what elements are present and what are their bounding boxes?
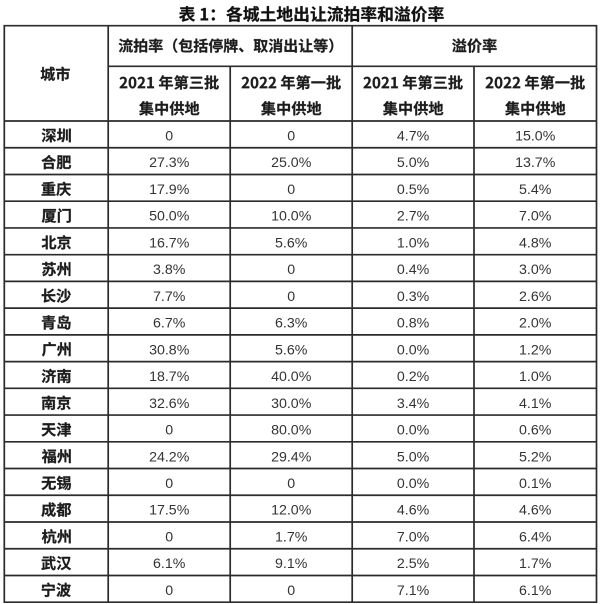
- svg-text:27.3%: 27.3%: [149, 155, 190, 171]
- svg-text:5.2%: 5.2%: [519, 449, 552, 465]
- svg-text:3.0%: 3.0%: [519, 262, 552, 278]
- svg-text:2.0%: 2.0%: [519, 316, 552, 332]
- svg-text:0: 0: [287, 583, 295, 599]
- svg-text:0: 0: [287, 289, 295, 305]
- svg-text:7.1%: 7.1%: [397, 583, 430, 599]
- svg-text:1.7%: 1.7%: [519, 556, 552, 572]
- svg-text:4.7%: 4.7%: [397, 128, 430, 144]
- svg-text:0.3%: 0.3%: [397, 289, 430, 305]
- svg-text:25.0%: 25.0%: [271, 155, 312, 171]
- svg-text:6.1%: 6.1%: [519, 583, 552, 599]
- svg-text:0: 0: [287, 262, 295, 278]
- svg-text:3.4%: 3.4%: [397, 396, 430, 412]
- svg-text:6.4%: 6.4%: [519, 529, 552, 545]
- svg-text:15.0%: 15.0%: [515, 128, 556, 144]
- svg-text:7.0%: 7.0%: [519, 209, 552, 225]
- svg-text:0.0%: 0.0%: [397, 423, 430, 439]
- svg-text:40.0%: 40.0%: [271, 369, 312, 385]
- svg-text:0: 0: [165, 583, 173, 599]
- svg-text:10.0%: 10.0%: [271, 209, 312, 225]
- svg-text:17.9%: 17.9%: [149, 182, 190, 198]
- svg-text:16.7%: 16.7%: [149, 235, 190, 251]
- svg-text:0.1%: 0.1%: [519, 476, 552, 492]
- svg-text:1.0%: 1.0%: [519, 369, 552, 385]
- svg-text:17.5%: 17.5%: [149, 503, 190, 519]
- svg-text:0.4%: 0.4%: [397, 262, 430, 278]
- svg-text:5.0%: 5.0%: [397, 449, 430, 465]
- svg-text:80.0%: 80.0%: [271, 423, 312, 439]
- svg-text:13.7%: 13.7%: [515, 155, 556, 171]
- svg-text:30.0%: 30.0%: [271, 396, 312, 412]
- svg-text:0.6%: 0.6%: [519, 423, 552, 439]
- svg-text:2.6%: 2.6%: [519, 289, 552, 305]
- svg-text:4.8%: 4.8%: [519, 235, 552, 251]
- svg-text:0.0%: 0.0%: [397, 342, 430, 358]
- svg-text:18.7%: 18.7%: [149, 369, 190, 385]
- svg-text:5.6%: 5.6%: [275, 235, 308, 251]
- svg-text:7.0%: 7.0%: [397, 529, 430, 545]
- svg-text:29.4%: 29.4%: [271, 449, 312, 465]
- svg-text:5.6%: 5.6%: [275, 342, 308, 358]
- svg-text:7.7%: 7.7%: [153, 289, 186, 305]
- svg-text:32.6%: 32.6%: [149, 396, 190, 412]
- svg-text:6.7%: 6.7%: [153, 316, 186, 332]
- svg-text:1.2%: 1.2%: [519, 342, 552, 358]
- svg-text:0.0%: 0.0%: [397, 476, 430, 492]
- svg-text:1.0%: 1.0%: [397, 235, 430, 251]
- svg-text:0: 0: [165, 476, 173, 492]
- svg-text:6.1%: 6.1%: [153, 556, 186, 572]
- svg-text:0.8%: 0.8%: [397, 316, 430, 332]
- svg-text:0: 0: [287, 128, 295, 144]
- svg-text:0: 0: [165, 128, 173, 144]
- svg-text:4.6%: 4.6%: [519, 503, 552, 519]
- svg-text:1.7%: 1.7%: [275, 529, 308, 545]
- svg-text:30.8%: 30.8%: [149, 342, 190, 358]
- svg-text:0: 0: [287, 476, 295, 492]
- svg-text:24.2%: 24.2%: [149, 449, 190, 465]
- svg-text:2.7%: 2.7%: [397, 209, 430, 225]
- svg-text:2.5%: 2.5%: [397, 556, 430, 572]
- svg-text:12.0%: 12.0%: [271, 503, 312, 519]
- svg-text:0: 0: [287, 182, 295, 198]
- svg-text:4.6%: 4.6%: [397, 503, 430, 519]
- svg-text:5.4%: 5.4%: [519, 182, 552, 198]
- svg-text:6.3%: 6.3%: [275, 316, 308, 332]
- svg-text:9.1%: 9.1%: [275, 556, 308, 572]
- svg-text:0: 0: [165, 423, 173, 439]
- svg-text:50.0%: 50.0%: [149, 209, 190, 225]
- svg-text:0.5%: 0.5%: [397, 182, 430, 198]
- svg-text:0: 0: [165, 529, 173, 545]
- svg-text:4.1%: 4.1%: [519, 396, 552, 412]
- svg-text:0.2%: 0.2%: [397, 369, 430, 385]
- svg-text:5.0%: 5.0%: [397, 155, 430, 171]
- svg-text:3.8%: 3.8%: [153, 262, 186, 278]
